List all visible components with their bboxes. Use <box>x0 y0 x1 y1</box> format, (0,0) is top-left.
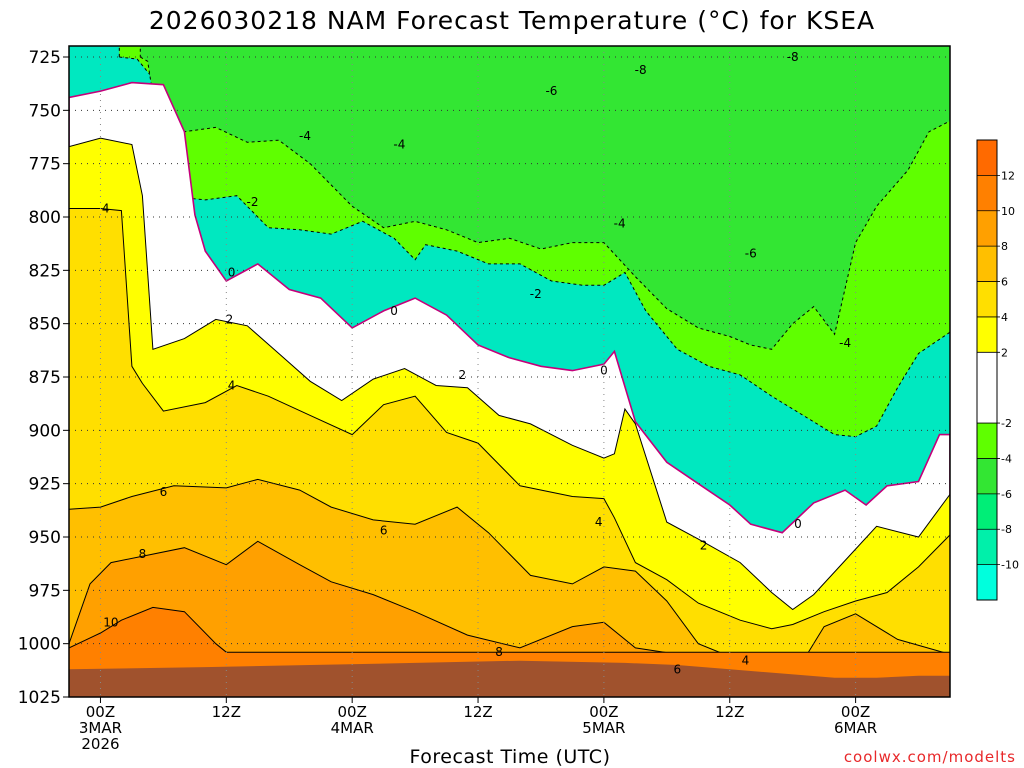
contour-label: 0 <box>228 265 236 279</box>
x-tick-label: 00Z <box>337 703 366 721</box>
y-tick-label: 1025 <box>18 688 61 708</box>
colorbar-bin <box>977 246 997 282</box>
colorbar-label: 2 <box>1001 346 1008 359</box>
y-tick-label: 725 <box>29 48 61 68</box>
colorbar-bin <box>977 281 997 317</box>
contour-label: -6 <box>745 246 757 260</box>
contour-label: -4 <box>614 216 626 230</box>
colorbar-label: 6 <box>1001 276 1008 289</box>
colorbar-label: -10 <box>1001 559 1019 572</box>
y-tick-label: 775 <box>29 155 61 175</box>
y-tick-label: 825 <box>29 261 61 281</box>
contour-label: 8 <box>495 645 503 659</box>
colorbar-label: -6 <box>1001 488 1012 501</box>
colorbar-bin <box>977 564 997 600</box>
colorbar-label: 4 <box>1001 311 1008 324</box>
y-tick-label: 900 <box>29 421 61 441</box>
colorbar: 12 10 8 6 4 2 -2 -4 -6 -8 -10 <box>976 139 1019 601</box>
contour-label: -4 <box>839 336 851 350</box>
colorbar-label: -2 <box>1001 417 1012 430</box>
colorbar-bin <box>977 423 997 459</box>
y-tick-label: 800 <box>29 208 61 228</box>
colorbar-bin <box>977 529 997 565</box>
x-tick-label: 2026 <box>81 735 119 753</box>
x-tick-label: 00Z <box>589 703 618 721</box>
contour-label: 4 <box>228 379 236 393</box>
y-tick-label: 950 <box>29 528 61 548</box>
contour-label: 4 <box>595 515 603 529</box>
colorbar-bin <box>977 352 997 424</box>
credit-text: coolwx.com/modelts <box>843 748 1016 766</box>
plot-area <box>69 46 950 697</box>
contour-label: 2 <box>700 539 708 553</box>
x-tick-label: 12Z <box>212 703 241 721</box>
x-tick-label: 5MAR <box>582 719 625 737</box>
colorbar-bin <box>977 140 997 176</box>
colorbar-label: 12 <box>1001 169 1015 182</box>
contour-label: 8 <box>139 547 147 561</box>
x-axis-label: Forecast Time (UTC) <box>409 746 611 768</box>
x-tick-label: 12Z <box>715 703 744 721</box>
contour-label: -2 <box>530 287 542 301</box>
contour-label: -2 <box>247 195 259 209</box>
y-tick-label: 1000 <box>18 635 61 655</box>
contour-label: 0 <box>390 304 398 318</box>
y-tick-label: 850 <box>29 315 61 335</box>
colorbar-bin <box>977 175 997 211</box>
plot-frame <box>68 45 951 698</box>
contour-label: 6 <box>380 524 388 538</box>
contour-label: 4 <box>742 654 750 668</box>
colorbar-label: 8 <box>1001 240 1008 253</box>
contour-label: -8 <box>635 63 647 77</box>
colorbar-label: 10 <box>1001 205 1015 218</box>
contour-label: 6 <box>160 485 168 499</box>
terrain-ground <box>69 660 950 697</box>
contour-label: 4 <box>102 201 110 215</box>
colorbar-frame <box>976 139 998 601</box>
y-tick-label: 750 <box>29 101 61 121</box>
contour-label: -4 <box>299 129 311 143</box>
colorbar-bin <box>977 210 997 247</box>
x-tick-label: 6MAR <box>834 719 877 737</box>
contour-label: -8 <box>787 50 799 64</box>
colorbar-bin <box>977 458 997 494</box>
band-green-4-6 <box>139 46 950 350</box>
x-tick-label: 12Z <box>463 703 492 721</box>
contour-label: 0 <box>600 364 608 378</box>
axes: 7257507758008258508759009259509751000102… <box>18 45 951 753</box>
y-tick-label: 875 <box>29 368 61 388</box>
x-tick-label: 00Z <box>86 703 115 721</box>
colorbar-bin <box>977 493 997 530</box>
contour-label: 6 <box>673 662 681 676</box>
contour-labels: -8 -8 -6 -6 -4 -4 -4 -4 -2 -2 0 0 0 0 2 2 2 4 4 4 4 6 6 6 8 8 10 <box>102 50 851 676</box>
colorbar-bin <box>977 316 997 353</box>
chart-title: 2026030218 NAM Forecast Temperature (°C)… <box>148 6 876 35</box>
contour-label: 0 <box>794 517 802 531</box>
contour-label: -4 <box>393 137 405 151</box>
x-tick-label: 00Z <box>841 703 870 721</box>
colorbar-label: -8 <box>1001 523 1012 536</box>
grid <box>69 46 950 698</box>
contour-label: 10 <box>103 615 118 629</box>
contour-label: -6 <box>545 84 557 98</box>
y-tick-label: 925 <box>29 475 61 495</box>
y-tick-label: 975 <box>29 581 61 601</box>
colorbar-label: -4 <box>1001 452 1012 465</box>
contour-label: 2 <box>458 368 466 382</box>
contour-label: 2 <box>226 312 234 326</box>
x-tick-label: 4MAR <box>331 719 374 737</box>
x-tick-label: 3MAR <box>79 719 122 737</box>
